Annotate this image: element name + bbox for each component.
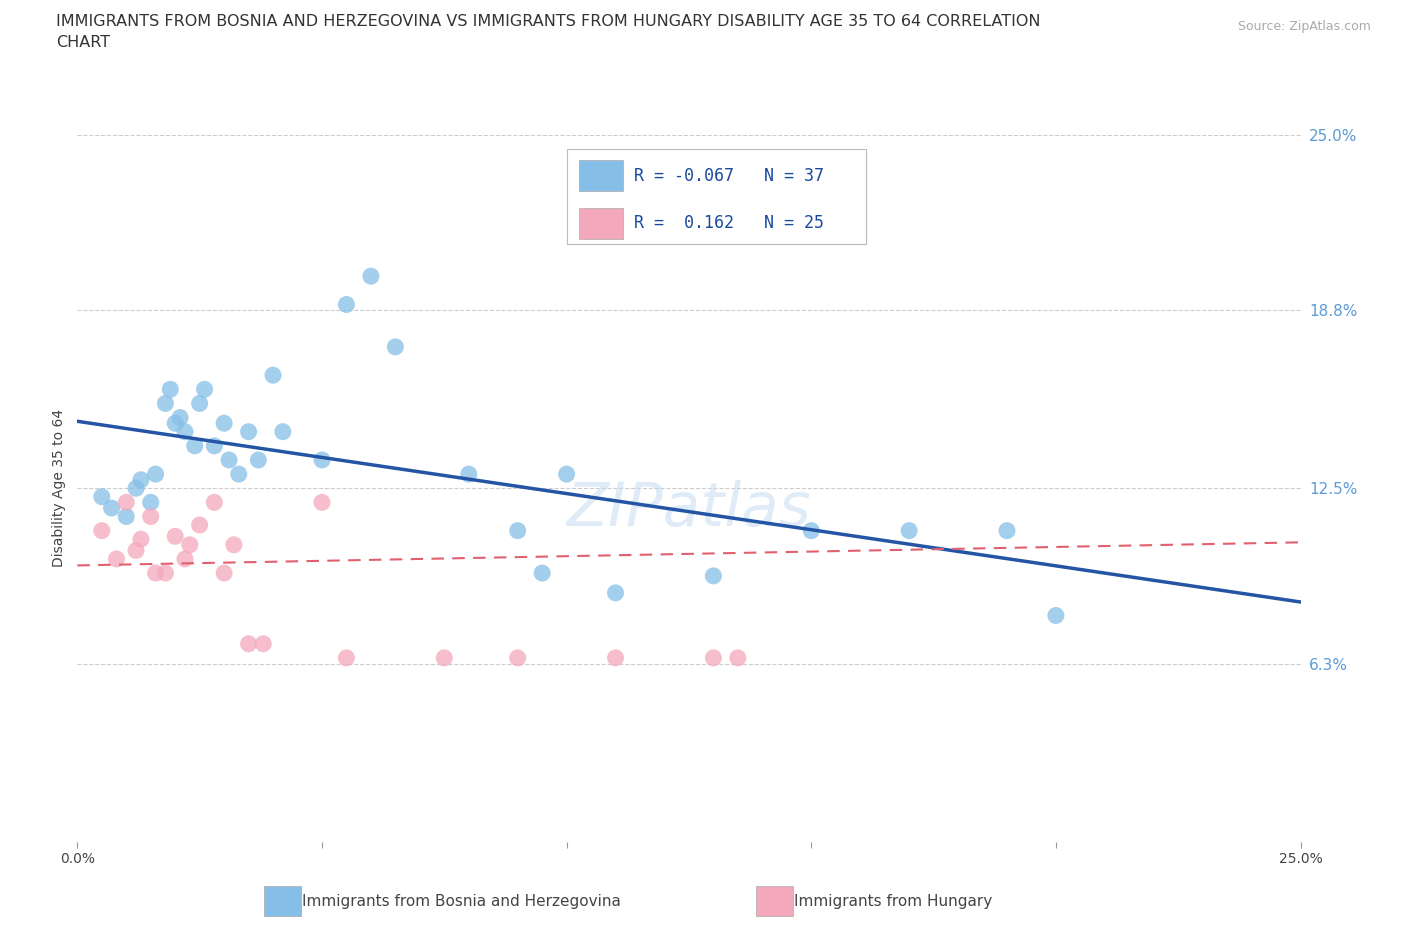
Point (184, 438, 207, 453)
Y-axis label: Disability Age 35 to 64: Disability Age 35 to 64 (52, 409, 66, 567)
Point (218, 453, 240, 468)
Point (145, 467, 167, 482)
Point (90, 524, 112, 538)
Point (995, 524, 1018, 538)
Point (555, 467, 578, 482)
Point (169, 410, 191, 425)
Point (252, 636, 274, 651)
Point (702, 650, 724, 665)
Point (222, 538, 245, 552)
Point (188, 518, 211, 533)
Point (212, 416, 235, 431)
Point (271, 424, 294, 439)
Text: R = -0.067   N = 37: R = -0.067 N = 37 (634, 166, 824, 185)
Point (605, 650, 627, 665)
Point (384, 339, 406, 354)
Point (238, 424, 260, 439)
Point (202, 438, 225, 453)
Point (100, 500, 122, 515)
Point (193, 382, 215, 397)
Point (145, 565, 167, 580)
Point (179, 538, 201, 552)
Point (457, 467, 479, 482)
Point (129, 472, 152, 487)
FancyBboxPatch shape (567, 149, 866, 245)
Point (335, 650, 357, 665)
Point (727, 650, 749, 665)
Text: ZIPatlas: ZIPatlas (567, 480, 811, 539)
FancyBboxPatch shape (579, 160, 623, 192)
Point (174, 551, 197, 566)
Point (898, 524, 921, 538)
Point (228, 467, 250, 482)
Text: Source: ZipAtlas.com: Source: ZipAtlas.com (1237, 20, 1371, 33)
Point (159, 382, 181, 397)
Point (800, 155, 823, 170)
Point (506, 524, 529, 538)
Point (174, 424, 197, 439)
Point (188, 396, 211, 411)
Point (311, 495, 333, 510)
Point (125, 481, 148, 496)
Point (155, 565, 177, 580)
Point (433, 650, 456, 665)
Text: IMMIGRANTS FROM BOSNIA AND HERZEGOVINA VS IMMIGRANTS FROM HUNGARY DISABILITY AGE: IMMIGRANTS FROM BOSNIA AND HERZEGOVINA V… (56, 14, 1040, 29)
Point (139, 509, 162, 524)
Text: CHART: CHART (56, 35, 110, 50)
Point (360, 269, 382, 284)
Point (702, 568, 724, 583)
Point (115, 495, 138, 510)
Point (531, 565, 554, 580)
Point (506, 650, 529, 665)
Point (155, 396, 177, 411)
Point (1045, 608, 1067, 623)
Point (212, 565, 235, 580)
Point (311, 453, 333, 468)
Point (165, 416, 187, 431)
Point (129, 532, 152, 547)
Point (139, 495, 162, 510)
Text: R =  0.162   N = 25: R = 0.162 N = 25 (634, 215, 824, 232)
Point (202, 495, 225, 510)
Point (125, 543, 148, 558)
Point (238, 636, 260, 651)
Point (90, 489, 112, 504)
Point (800, 524, 823, 538)
Point (247, 453, 270, 468)
Point (605, 585, 627, 600)
FancyBboxPatch shape (579, 208, 623, 239)
Point (262, 367, 284, 382)
Point (165, 529, 187, 544)
Point (105, 551, 128, 566)
Text: Immigrants from Bosnia and Herzegovina: Immigrants from Bosnia and Herzegovina (302, 894, 621, 909)
Point (335, 297, 357, 312)
Text: Immigrants from Hungary: Immigrants from Hungary (794, 894, 993, 909)
Point (115, 509, 138, 524)
